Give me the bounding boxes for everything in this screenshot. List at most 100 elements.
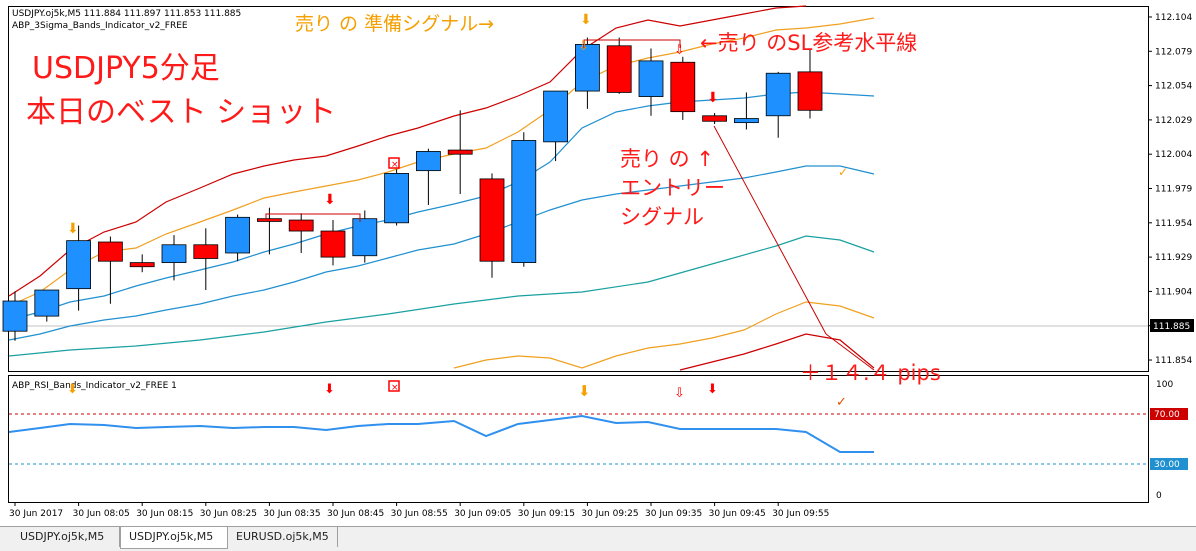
orange-double-arrow-icon: ⬇ [578,382,591,400]
red-orange-checkmark-icon: ✓ [836,395,847,410]
rsi-30-label-box [1150,458,1188,470]
price-tick-label: 111.979 [1155,185,1192,195]
band-lower-red [679,333,875,371]
time-tick-label: 30 Jun 09:45 [709,509,766,519]
rsi-70-label-box [1150,408,1188,420]
bull-candle[interactable] [2,300,28,332]
bear-candle[interactable] [479,178,505,262]
time-tick-label: 30 Jun 09:25 [581,509,638,519]
red-x-box-glyph: × [391,383,399,393]
sl-reference-line-1 [265,213,361,222]
sell-prep-signal-label: 売り の 準備シグナル→ [295,13,494,35]
time-tick-label: 30 Jun 08:45 [327,509,384,519]
bull-candle[interactable] [34,289,60,317]
time-tick-label: 30 Jun 08:25 [200,509,257,519]
chart-tabs-bar: USDJPY.oj5k,M5 USDJPY.oj5k,M5 EURUSD.oj5… [0,526,1196,551]
price-tick-label: 111.929 [1155,253,1192,263]
bear-candle[interactable] [288,219,314,232]
rsi-0-label: 0 [1156,491,1162,501]
sl-reference-label: ←売り のSL参考水平線 [700,31,917,55]
bull-candle[interactable] [543,90,568,143]
candlestick-series [2,37,823,341]
time-tick-label: 30 Jun 08:05 [73,509,130,519]
bull-candle[interactable] [352,218,378,257]
band-upper-red [8,5,807,297]
bull-candle[interactable] [225,216,251,254]
entry-signal-line-2: エントリー [620,176,725,200]
time-tick-label: 30 Jun 08:35 [263,509,320,519]
band-low-teal [8,235,875,357]
orange-arrow-down-icon: ⬇ [67,221,79,237]
bull-candle[interactable] [161,244,187,263]
bull-candle[interactable] [575,44,600,92]
rsi-30-label: 30.00 [1154,460,1180,470]
bull-candle[interactable] [415,151,441,172]
band-lower-orange [453,301,875,369]
bear-candle[interactable] [98,241,123,262]
bear-candle[interactable] [193,244,219,259]
price-tick-label: 111.904 [1155,287,1192,297]
bull-candle[interactable] [638,60,664,97]
trade-result-line [713,125,827,335]
tab-eurusd[interactable]: EURUSD.oj5k,M5 [228,527,338,547]
orange-arrow-down-icon: ⬇ [67,382,78,397]
price-tick-label: 112.054 [1155,82,1192,92]
time-tick-label: 30 Jun 2017 [9,509,63,519]
bull-candle[interactable] [66,240,91,290]
trade-result-line-2 [825,333,875,371]
red-arrow-down-icon: ⬇ [324,382,335,397]
title-line-1: USDJPY5分足 [32,51,220,86]
price-tick-label: 112.029 [1155,116,1192,126]
price-tick-label: 112.104 [1155,13,1192,23]
bear-candle[interactable] [606,45,632,93]
sell-prep-arrow-icon: ⬇ [580,12,592,28]
entry-signal-line-3: シグナル [620,205,704,229]
orange-checkmark-icon: ✓ [838,165,848,179]
bull-candle[interactable] [384,173,410,224]
price-tick-label: 112.079 [1155,47,1192,57]
title-line-2: 本日のベスト ショット [26,95,336,130]
symbol-info-label: USDJPY.oj5k,M5 111.884 111.897 111.853 1… [12,9,241,19]
bull-candle[interactable] [734,118,759,124]
pips-result-label: ＋１４.４ pips [800,361,941,385]
time-tick-label: 30 Jun 09:55 [772,509,829,519]
red-arrow-down-icon: ⬇ [707,382,718,397]
price-tick-label: 111.854 [1155,356,1192,366]
orange-arrow-down-icon: ⇩ [578,39,589,54]
bear-candle[interactable] [670,61,696,113]
time-tick-label: 30 Jun 08:55 [391,509,448,519]
time-axis: 30 Jun 2017 30 Jun 08:05 30 Jun 08:15 30 Ju… [9,502,829,519]
last-price-label: 111.885 [1153,322,1190,332]
rsi-subwindow-frame [8,375,1149,503]
time-tick-label: 30 Jun 09:05 [454,509,511,519]
red-arrow-down-icon: ⬇ [324,192,336,208]
band-low-blue [8,165,875,341]
tab-usdjpy-1[interactable]: USDJPY.oj5k,M5 [12,527,120,547]
red-x-box-icon [388,157,400,169]
bull-candle[interactable] [765,72,791,117]
price-chart-canvas[interactable]: ⬇ ⬇ × ⇩ ⇩ ⬇ ✓ 112.104 112.079 112.054 112.0… [0,0,1196,526]
sl-reference-line-2 [583,39,681,48]
rsi-line [8,414,874,453]
rsi-100-label: 100 [1156,380,1173,390]
time-tick-label: 30 Jun 08:15 [136,509,193,519]
tab-usdjpy-2[interactable]: USDJPY.oj5k,M5 [120,527,228,549]
band-mid-blue [8,91,875,321]
indicator-name-label: ABP_3Sigma_Bands_Indicator_v2_FREE [12,21,188,31]
bear-candle[interactable] [129,262,155,268]
red-x-box-glyph: × [391,160,399,170]
bull-candle[interactable] [511,140,537,263]
rsi-70-label: 70.00 [1154,410,1180,420]
bear-candle[interactable] [256,218,282,222]
bear-candle[interactable] [797,71,823,111]
red-hollow-arrow-down-icon: ⇩ [674,43,685,58]
bear-candle[interactable] [702,115,727,122]
rsi-indicator-name-label: ABP_RSI_Bands_Indicator_v2_FREE 1 [12,381,177,391]
red-arrow-down-icon: ⬇ [707,90,719,106]
price-axis: 112.104 112.079 112.054 112.029 112.004 111.9… [1148,13,1192,366]
price-tick-label: 112.004 [1155,150,1192,160]
bear-candle[interactable] [447,149,473,155]
red-x-box-icon [388,380,400,392]
bear-candle[interactable] [320,230,346,258]
